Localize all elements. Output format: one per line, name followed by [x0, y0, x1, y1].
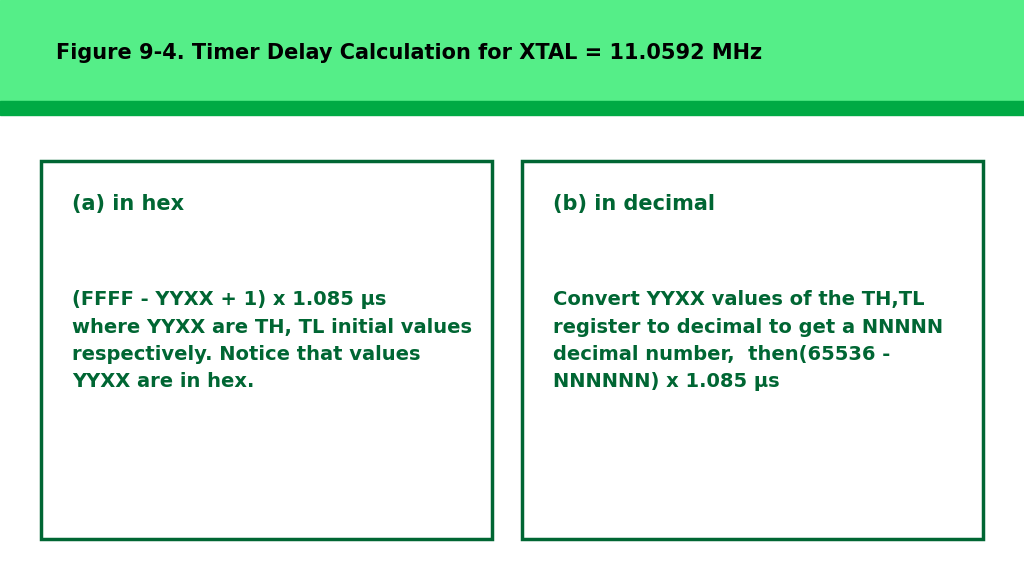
Bar: [522, 161, 983, 539]
Text: (FFFF - YYXX + 1) x 1.085 μs
where YYXX are TH, TL initial values
respectively. : (FFFF - YYXX + 1) x 1.085 μs where YYXX …: [72, 290, 472, 391]
Text: Convert YYXX values of the TH,TL
register to decimal to get a NNNNN
decimal numb: Convert YYXX values of the TH,TL registe…: [553, 290, 943, 391]
Bar: [41, 161, 492, 539]
Text: (b) in decimal: (b) in decimal: [553, 194, 715, 214]
Text: (a) in hex: (a) in hex: [72, 194, 183, 214]
Text: Figure 9-4. Timer Delay Calculation for XTAL = 11.0592 MHz: Figure 9-4. Timer Delay Calculation for …: [56, 43, 763, 63]
